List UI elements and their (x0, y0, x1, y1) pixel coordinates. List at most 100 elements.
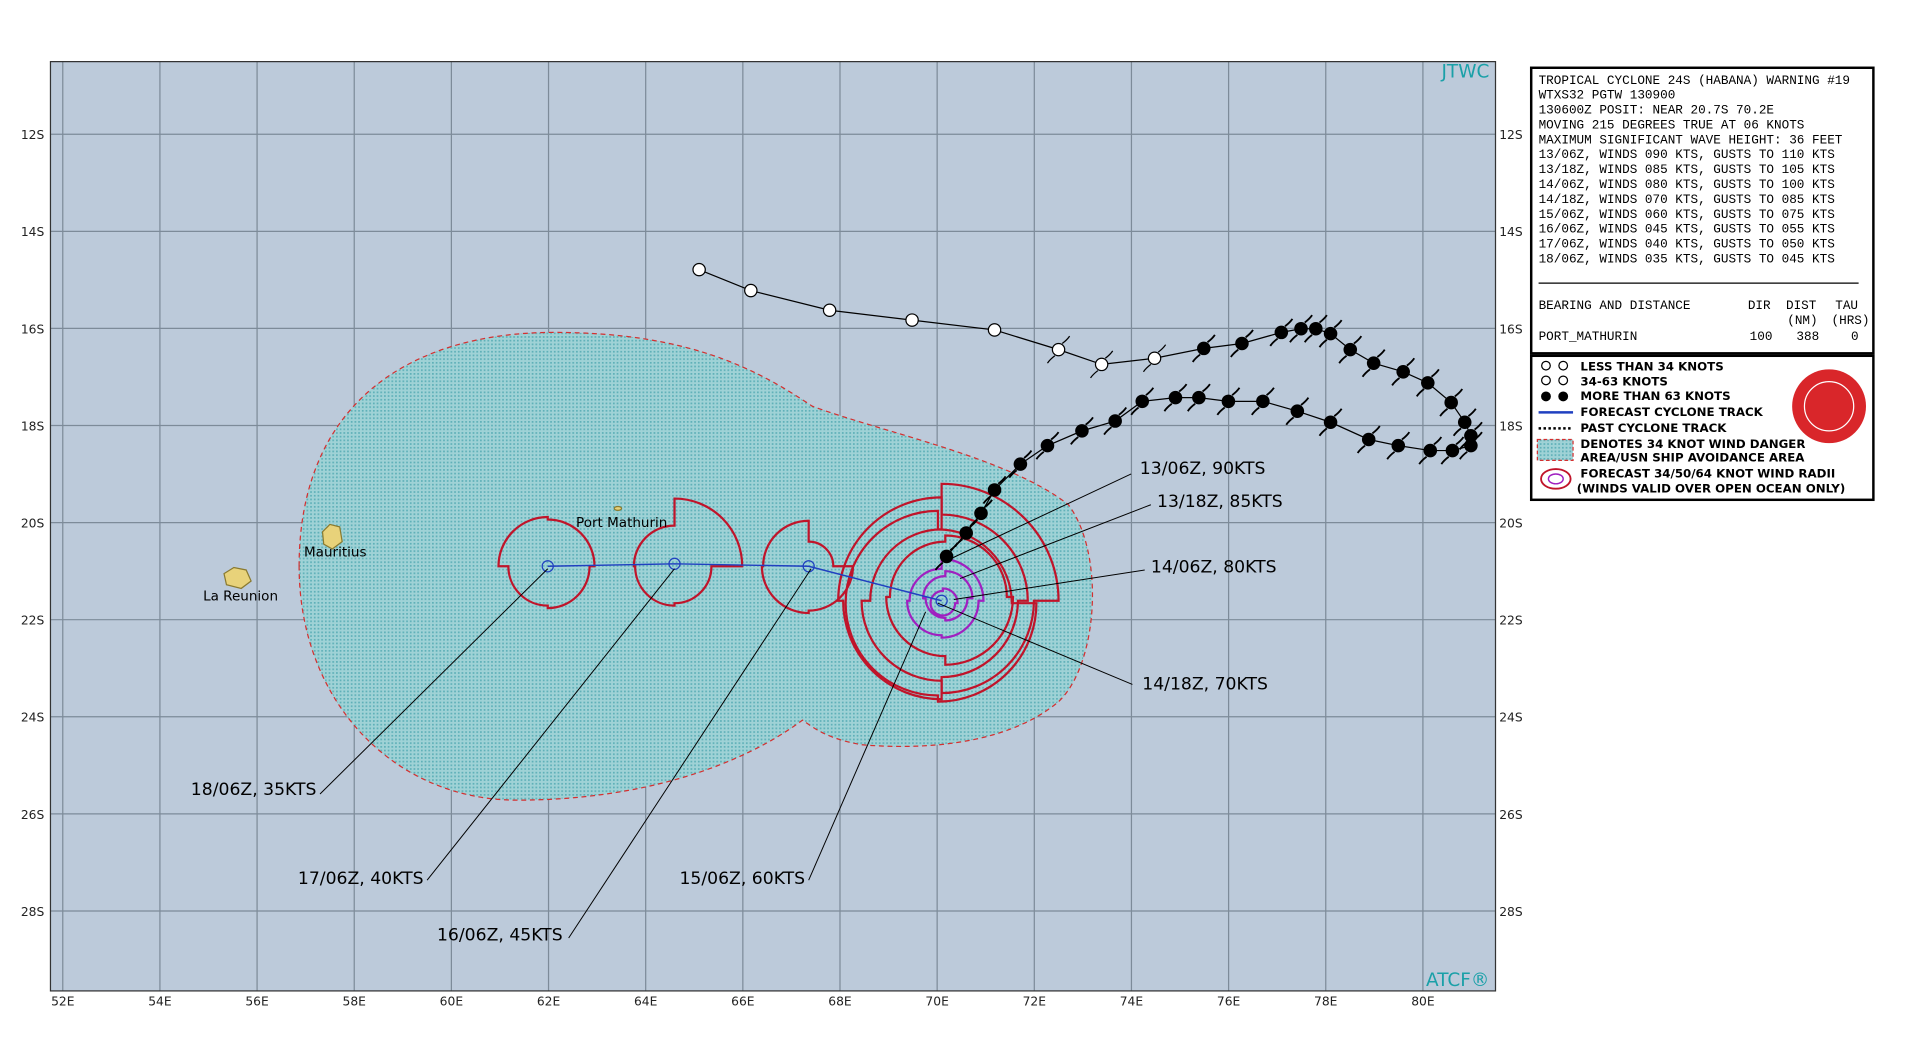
forecast-label: 18/06Z, 35KTS (191, 780, 317, 800)
track-point-tail (1303, 314, 1328, 343)
legend-symbol (1540, 468, 1572, 490)
place-name: Port Mathurin (576, 515, 667, 531)
track-point-tail (1191, 334, 1216, 363)
lon-label: 62E (537, 995, 560, 1009)
table-cell: PORT_MATHURIN (1539, 329, 1638, 344)
track-point (1040, 438, 1055, 453)
warning-line: MAXIMUM SIGNIFICANT WAVE HEIGHT: 36 FEET (1539, 132, 1843, 147)
track-point (1457, 415, 1472, 430)
lat-label: 12S (21, 128, 45, 142)
lat-label: 16S (1499, 322, 1523, 336)
legend-text: AREA/USN SHIP AVOIDANCE AREA (1580, 451, 1805, 465)
place-name: La Reunion (203, 589, 278, 605)
track-point (1445, 443, 1460, 458)
track-point-tail (1251, 387, 1275, 416)
table-header: BEARING AND DISTANCE (1539, 298, 1691, 313)
track-point (822, 303, 837, 318)
track-point (1391, 438, 1406, 453)
track-point (692, 262, 706, 277)
wind-radii (497, 515, 596, 610)
legend-symbol (1558, 391, 1569, 402)
warning-line: 13/06Z, WINDS 090 KTS, GUSTS TO 110 KTS (1539, 147, 1835, 162)
track-point-tail (1386, 431, 1411, 460)
track-point (1192, 390, 1206, 405)
track-point (1423, 443, 1438, 458)
table-unit: (HRS) (1832, 313, 1870, 328)
forecast-label: 13/06Z, 90KTS (1140, 459, 1266, 479)
lat-label: 14S (1499, 225, 1523, 239)
leader-line (568, 568, 812, 939)
track-point-tail (982, 475, 1007, 505)
leader-line (937, 602, 1133, 685)
island (223, 566, 252, 590)
legend-symbol (1536, 438, 1574, 462)
track-point (1256, 394, 1270, 409)
track-point (1294, 321, 1308, 336)
logo (1792, 369, 1866, 444)
lon-label: 60E (440, 995, 463, 1009)
track-point-tail (1452, 408, 1477, 437)
track-point-tail (934, 542, 959, 571)
warning-line: 16/06Z, WINDS 045 KTS, GUSTS TO 055 KTS (1539, 222, 1835, 237)
island (613, 505, 623, 512)
lat-label: 20S (1499, 517, 1523, 531)
table-cell: 0 (1851, 329, 1859, 344)
track-point (1051, 342, 1066, 357)
lat-label: 22S (1499, 614, 1523, 628)
wind-radii (885, 534, 1015, 666)
leader-line (319, 568, 549, 795)
track-point (1168, 390, 1183, 405)
warning-line: 17/06Z, WINDS 040 KTS, GUSTS TO 050 KTS (1539, 237, 1835, 252)
track-point (987, 483, 1002, 497)
track-point (1464, 429, 1478, 443)
forecast-track (547, 563, 942, 602)
table-cell: 388 (1796, 329, 1819, 344)
lon-label: 56E (245, 995, 268, 1009)
wind-radii (760, 519, 855, 615)
track-point (1464, 438, 1478, 453)
track-point (1323, 415, 1338, 430)
lat-label: 24S (1499, 711, 1523, 725)
track-point-tail (1391, 357, 1416, 386)
table-header: DIR (1748, 298, 1771, 313)
track-point (1309, 321, 1323, 336)
warning-line: 130600Z POSIT: NEAR 20.7S 70.2E (1539, 103, 1774, 118)
warning-line: 13/18Z, WINDS 085 KTS, GUSTS TO 105 KTS (1539, 162, 1835, 177)
legend-text: FORECAST CYCLONE TRACK (1580, 405, 1763, 419)
track-point (1366, 356, 1381, 370)
track-point (1221, 394, 1236, 409)
logo-ring (1803, 381, 1855, 432)
track-point-tail (1318, 319, 1343, 348)
lon-label: 54E (148, 995, 171, 1009)
track-point-tail (1035, 431, 1060, 460)
legend-symbol (1541, 360, 1551, 371)
track-point-tail (1008, 450, 1033, 479)
legend-text: 34-63 KNOTS (1580, 374, 1667, 388)
track-point (959, 526, 974, 540)
lat-label: 12S (1499, 128, 1523, 142)
wind-radii (929, 587, 959, 617)
lat-label: 16S (21, 322, 45, 336)
legend-text: MORE THAN 63 KNOTS (1580, 389, 1730, 403)
lat-label: 26S (21, 808, 45, 822)
track-point (1361, 432, 1376, 447)
warning-line: MOVING 215 DEGREES TRUE AT 06 KNOTS (1539, 117, 1805, 132)
track-point-tail (1415, 368, 1440, 397)
legend-text: (WINDS VALID OVER OPEN OCEAN ONLY) (1577, 481, 1846, 495)
track-point-tail (1440, 436, 1465, 465)
forecast-point (541, 560, 554, 573)
legend-text: PAST CYCLONE TRACK (1580, 421, 1727, 435)
track-point (1323, 326, 1338, 341)
forecast-label: 17/06Z, 40KTS (298, 869, 424, 889)
warning-line: 14/06Z, WINDS 080 KTS, GUSTS TO 100 KTS (1539, 177, 1835, 192)
warning-line: WTXS32 PGTW 130900 (1539, 88, 1676, 103)
track-point-tail (1163, 383, 1188, 412)
track-point (1290, 404, 1305, 418)
warning-line: TROPICAL CYCLONE 24S (HABANA) WARNING #1… (1539, 73, 1850, 88)
track-point (939, 549, 954, 564)
legend-symbol (1558, 375, 1569, 386)
track-point (1013, 457, 1028, 471)
forecast-label: 15/06Z, 60KTS (679, 869, 805, 889)
leader-line (953, 569, 1145, 600)
track-point-tail (1230, 329, 1254, 358)
